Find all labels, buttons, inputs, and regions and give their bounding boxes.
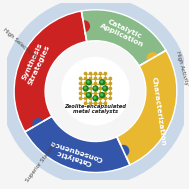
Circle shape [93,96,98,101]
Circle shape [101,94,103,96]
Circle shape [99,72,102,75]
Circle shape [99,92,102,95]
Circle shape [104,87,107,90]
Circle shape [89,72,92,75]
Circle shape [94,87,96,89]
Circle shape [33,119,44,129]
Circle shape [100,93,105,98]
Circle shape [79,97,82,100]
Text: High Activity: High Activity [175,50,189,85]
Circle shape [89,82,92,85]
Wedge shape [117,50,177,165]
Text: Catalytic
Application: Catalytic Application [98,17,147,49]
Circle shape [84,97,87,100]
Circle shape [89,87,92,90]
Circle shape [99,82,102,85]
Circle shape [87,94,89,96]
Circle shape [83,86,88,91]
Text: Catalytic
Consequence: Catalytic Consequence [47,139,104,168]
Circle shape [99,77,102,80]
Circle shape [99,102,102,105]
Circle shape [89,77,92,80]
Circle shape [109,77,112,80]
Circle shape [86,93,91,98]
Circle shape [89,97,92,100]
Circle shape [79,87,82,90]
Circle shape [100,80,105,85]
Circle shape [109,87,112,90]
Circle shape [79,21,89,32]
Circle shape [84,87,86,89]
Circle shape [104,97,107,100]
Circle shape [79,82,82,85]
Circle shape [104,77,107,80]
Circle shape [147,53,158,64]
Text: metal catalysts: metal catalysts [73,109,118,114]
Circle shape [94,97,97,100]
Circle shape [84,72,87,75]
Circle shape [94,87,97,90]
Circle shape [109,92,112,95]
Wedge shape [14,11,87,132]
Circle shape [94,102,97,105]
Circle shape [94,77,97,80]
Circle shape [84,77,87,80]
Circle shape [103,86,108,91]
Circle shape [104,72,107,75]
Circle shape [84,82,87,85]
Circle shape [62,57,129,125]
Circle shape [99,87,102,90]
Circle shape [104,102,107,105]
Circle shape [118,146,129,156]
Wedge shape [25,116,130,173]
Wedge shape [81,10,166,66]
Circle shape [87,81,89,83]
Circle shape [94,92,97,95]
Circle shape [104,87,106,89]
Circle shape [104,92,107,95]
Circle shape [94,82,97,85]
Circle shape [104,82,107,85]
Circle shape [89,92,92,95]
Wedge shape [1,0,189,186]
Text: Characterization: Characterization [151,77,166,147]
Circle shape [84,92,87,95]
Text: Zeolite-encapsulated: Zeolite-encapsulated [64,104,126,109]
Text: High Selectivity: High Selectivity [2,27,37,60]
Text: Superior Stability: Superior Stability [25,142,58,183]
Circle shape [79,77,82,80]
Circle shape [89,102,92,105]
Text: Synthesis
Strategies: Synthesis Strategies [20,41,50,86]
Circle shape [94,97,96,98]
Circle shape [93,86,98,91]
Circle shape [94,72,97,75]
Circle shape [109,97,112,100]
Circle shape [86,80,91,85]
Circle shape [84,102,87,105]
Circle shape [84,87,87,90]
Circle shape [109,82,112,85]
Circle shape [79,92,82,95]
Circle shape [99,97,102,100]
Circle shape [101,81,103,83]
